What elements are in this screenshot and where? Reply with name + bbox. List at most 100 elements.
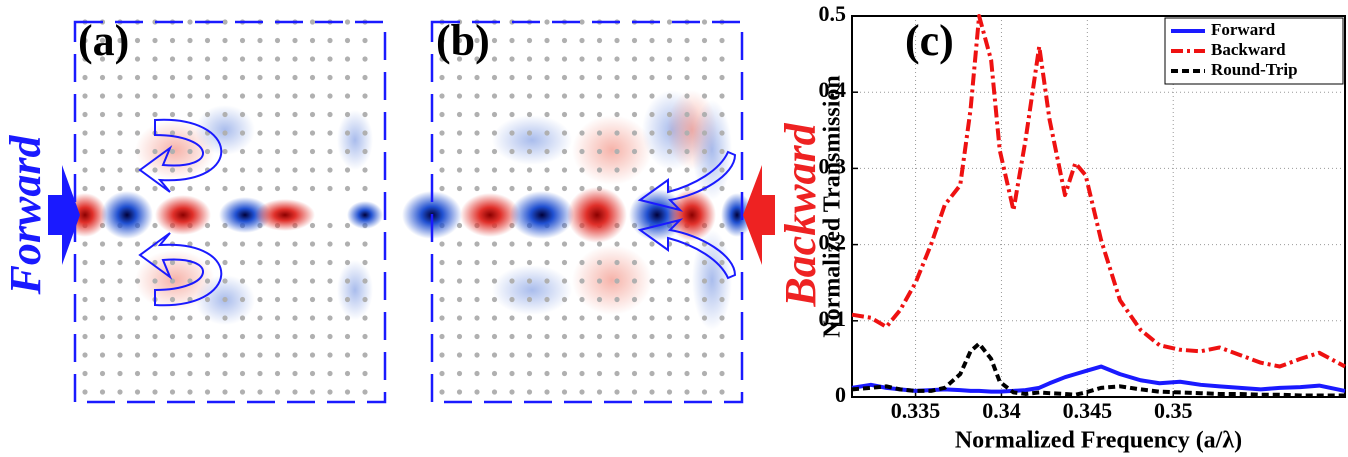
field-lobe	[668, 189, 716, 241]
rod	[561, 278, 568, 284]
rod	[474, 74, 480, 81]
rod	[701, 19, 708, 25]
rod	[544, 259, 550, 266]
rod	[204, 278, 211, 284]
rod	[134, 93, 141, 99]
rod	[204, 111, 211, 118]
rod	[187, 37, 193, 44]
rod	[82, 389, 88, 395]
rod	[257, 296, 263, 303]
rod	[561, 259, 568, 266]
rod	[362, 56, 368, 62]
rod	[666, 296, 673, 303]
rod	[474, 93, 480, 99]
rod	[596, 370, 603, 377]
rod	[509, 333, 515, 340]
rod	[649, 352, 655, 358]
rod	[579, 148, 585, 155]
rod	[117, 93, 123, 99]
x-tick-label: 0.34	[982, 398, 1021, 423]
panel-label: (c)	[905, 16, 954, 65]
rod	[719, 333, 725, 340]
field-lobe	[492, 265, 572, 315]
field-lobe	[155, 195, 211, 235]
rod	[204, 259, 211, 266]
rod	[327, 111, 333, 118]
rod	[491, 333, 498, 340]
rod	[362, 296, 368, 303]
rod	[362, 148, 368, 155]
rod	[456, 130, 463, 136]
rod	[491, 278, 498, 284]
rod	[344, 74, 351, 81]
rod	[222, 19, 228, 25]
circulation-arrow	[637, 150, 737, 212]
rod	[719, 278, 725, 284]
rod	[257, 389, 263, 395]
rod	[99, 56, 106, 62]
rod	[309, 19, 316, 25]
rod	[222, 259, 228, 266]
rod	[327, 130, 333, 136]
rod	[134, 259, 141, 266]
y-tick-label: 0	[835, 382, 846, 407]
rod	[526, 185, 533, 192]
rod	[544, 315, 550, 321]
rod	[474, 389, 480, 395]
rod	[187, 389, 193, 395]
rod	[204, 333, 211, 340]
rod	[327, 278, 333, 284]
rod	[204, 148, 211, 155]
rod	[684, 389, 690, 395]
rod	[614, 167, 620, 173]
rod	[152, 333, 158, 340]
rod	[134, 333, 141, 340]
rod	[719, 167, 725, 173]
rod	[456, 259, 463, 266]
rod	[222, 352, 228, 358]
rod	[701, 130, 708, 136]
rod	[117, 37, 123, 44]
rod	[344, 185, 351, 192]
x-tick-label: 0.335	[891, 398, 941, 423]
rod	[561, 296, 568, 303]
rod	[649, 167, 655, 173]
rod	[631, 352, 638, 358]
rod	[579, 19, 585, 25]
y-axis-title: Normalized Transmission	[820, 75, 846, 337]
rod	[309, 241, 316, 247]
rod	[561, 241, 568, 247]
rod	[222, 167, 228, 173]
rod	[82, 148, 88, 155]
side-label: Forward	[1, 135, 50, 296]
rod	[491, 241, 498, 247]
rod	[169, 148, 176, 155]
rod	[509, 74, 515, 81]
rod	[117, 56, 123, 62]
rod	[152, 37, 158, 44]
rod	[509, 111, 515, 118]
rod	[362, 130, 368, 136]
rod	[561, 370, 568, 377]
rod	[274, 333, 281, 340]
rod	[701, 111, 708, 118]
rod	[222, 333, 228, 340]
rod	[257, 278, 263, 284]
rod	[117, 333, 123, 340]
rod	[134, 352, 141, 358]
field-lobe	[219, 197, 271, 233]
rod	[439, 74, 445, 81]
rod	[222, 130, 228, 136]
rod	[666, 148, 673, 155]
rod	[309, 148, 316, 155]
rod	[257, 241, 263, 247]
rod	[239, 56, 246, 62]
rod	[344, 56, 351, 62]
rod	[456, 167, 463, 173]
rod	[292, 74, 298, 81]
rod	[596, 167, 603, 173]
rod	[309, 185, 316, 192]
rod	[344, 241, 351, 247]
field-lobe	[567, 187, 627, 243]
rod	[222, 241, 228, 247]
